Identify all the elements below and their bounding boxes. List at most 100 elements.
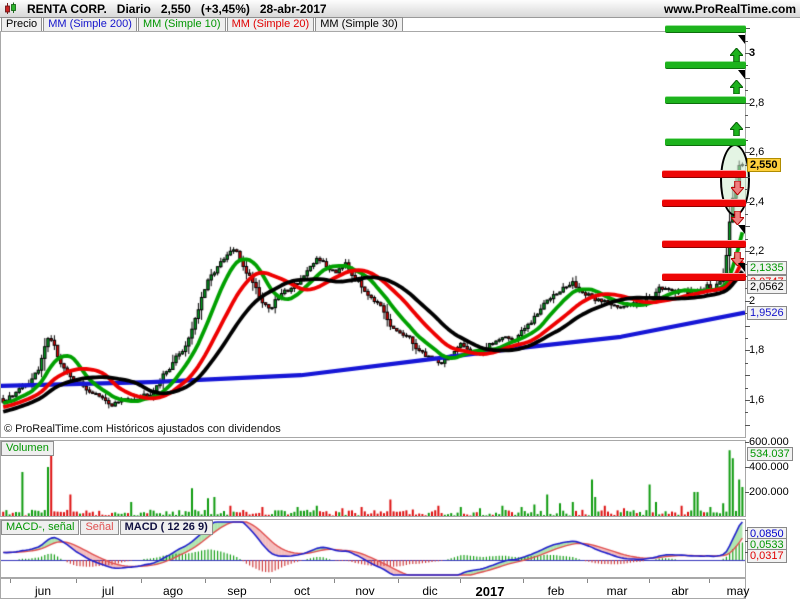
price-chart-canvas[interactable] [1,32,745,437]
month-label: abr [671,584,689,598]
price-axis-tick [745,251,750,252]
quote-date: 28-abr-2017 [259,1,327,16]
month-label: nov [355,584,375,598]
price-value-box: 2,1335 [747,261,787,275]
price-change: (+3,45%) [200,1,250,16]
price-value-box: 1,9526 [747,306,787,320]
price-axis-tick [745,189,748,190]
price-target-bar-down[interactable] [662,273,746,281]
price-axis-label: 2,6 [749,146,765,158]
chart-header: RENTA CORP. Diario 2,550 (+3,45%) 28-abr… [0,0,800,18]
price-axis-tick [745,400,750,401]
price-target-bar-down[interactable] [662,170,746,178]
legend-price-chip[interactable]: Precio [1,17,43,32]
price-axis-tick [745,214,748,215]
prorealtime-url: www.ProRealTime.com [663,2,796,16]
down-arrow-icon [731,252,744,266]
macd-legend-row: MACD-, señal Señal MACD ( 12 26 9) [1,520,214,535]
volume-legend-chip[interactable]: Volumen [1,441,54,456]
price-axis-tick [745,239,748,240]
price-axis-tick [745,202,750,203]
price-axis-tick [745,140,748,141]
month-boundary-tick [141,579,142,583]
volume-axis-tick [745,442,749,443]
month-label: sep [227,584,247,598]
month-label: jun [34,584,52,598]
price-axis-label: 3 [749,47,756,59]
volume-axis-label: 200.000 [749,486,789,498]
time-axis[interactable] [0,578,746,599]
legend-indicator-chip[interactable]: MM (Simple 30) [315,17,403,32]
macd-value-box: 0,0317 [747,549,787,563]
price-axis-tick [745,363,748,364]
price-axis-tick [745,65,748,66]
up-arrow-icon [730,80,743,94]
volume-panel [0,440,746,517]
price-target-bar-down[interactable] [662,199,746,207]
price-target-bar-down[interactable] [662,240,746,248]
month-label: mar [606,584,628,598]
price-target-bar-up[interactable] [665,96,746,104]
legend-indicator-chip[interactable]: MM (Simple 200) [43,17,137,32]
price-axis-tick [745,127,750,128]
candlestick-icon [5,2,16,14]
price-axis-tick [745,28,750,29]
price-axis-tick [745,326,750,327]
price-axis-tick [745,115,748,116]
price-panel [0,31,746,438]
price-axis-tick [745,301,750,302]
price-axis-tick [745,375,750,376]
axis-pointer-icon [738,263,745,272]
down-arrow-icon [731,211,744,225]
price-axis-label: 1,8 [749,344,765,356]
price-axis-tick [745,90,748,91]
axis-pointer-icon [738,70,745,79]
month-label: oct [293,584,311,598]
price-axis-label: 1,6 [749,394,765,406]
price-axis-label: 2,4 [749,196,765,208]
copyright-watermark: © ProRealTime.com Históricos ajustados c… [4,423,281,435]
price-value-box: 2,0562 [747,280,787,294]
price-target-bar-up[interactable] [665,61,746,69]
price-axis-label: 2 [749,295,756,307]
month-boundary-tick [709,579,710,583]
macd-diff-chip[interactable]: MACD-, señal [1,520,80,535]
price-axis-tick [745,103,750,104]
month-boundary-tick [523,579,524,583]
month-label: 2017 [475,584,505,599]
month-boundary-tick [460,579,461,583]
volume-axis-tick [745,467,749,468]
month-label: ago [162,584,184,598]
volume-axis-tick [745,492,749,493]
price-axis-tick [745,177,750,178]
axis-pointer-icon [738,35,745,44]
month-boundary-tick [649,579,650,583]
macd-main-chip[interactable]: MACD ( 12 26 9) [119,520,213,535]
legend-indicator-chip[interactable]: MM (Simple 10) [137,17,226,32]
volume-value-box: 534.037 [747,447,793,461]
month-label: jul [101,584,115,598]
month-label: dic [422,584,438,598]
month-boundary-tick [10,579,11,583]
timeframe-label[interactable]: Diario [116,1,151,16]
month-boundary-tick [398,579,399,583]
price-target-bar-up[interactable] [665,25,746,33]
price-value-box: 2,550 [747,158,781,172]
price-legend-row: Precio MM (Simple 200) MM (Simple 10) MM (… [1,17,404,32]
price-axis-tick [745,78,750,79]
month-boundary-tick [270,579,271,583]
price-axis-label: 2,8 [749,97,765,109]
price-axis-tick [745,425,750,426]
macd-signal-chip[interactable]: Señal [80,520,119,535]
volume-chart-canvas[interactable] [1,441,745,516]
axis-pointer-icon [738,225,745,234]
volume-legend-row: Volumen [1,441,55,456]
legend-indicator-chip[interactable]: MM (Simple 20) [226,17,315,32]
price-axis-tick [745,53,750,54]
down-arrow-icon [731,181,744,195]
volume-axis-label: 600.000 [749,436,789,448]
last-price: 2,550 [160,1,191,16]
price-axis-tick [745,338,748,339]
price-axis-label: 2,2 [749,245,765,257]
price-target-bar-up[interactable] [665,138,746,146]
